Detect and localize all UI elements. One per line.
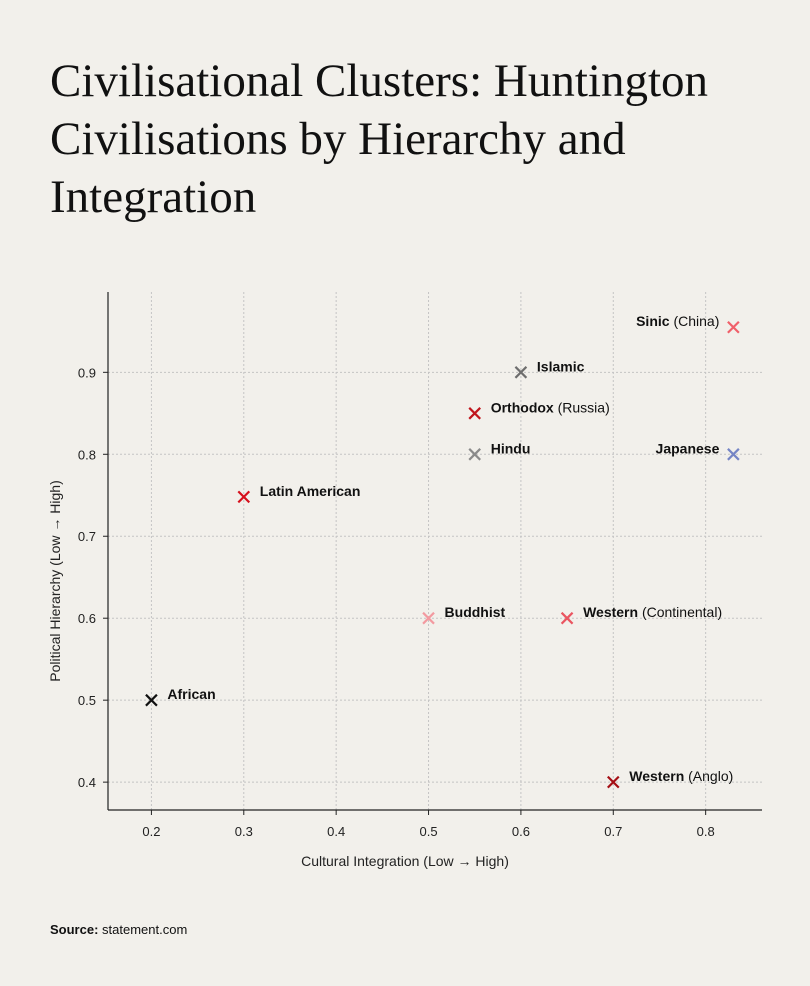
- x-marker: [560, 611, 574, 625]
- point-label: Islamic: [537, 358, 585, 374]
- x-tick-label: 0.7: [604, 824, 622, 839]
- data-point: Islamic: [514, 358, 585, 379]
- data-point: African: [145, 686, 216, 707]
- point-label-suffix: (Continental): [638, 604, 722, 620]
- x-tick-label: 0.5: [419, 824, 437, 839]
- x-marker: [237, 490, 251, 504]
- data-point: Western (Continental): [560, 604, 722, 625]
- point-label-suffix: (Anglo): [684, 768, 733, 784]
- x-tick-label: 0.3: [235, 824, 253, 839]
- chart-title: Civilisational Clusters: Huntington Civi…: [50, 55, 708, 223]
- x-marker: [145, 693, 158, 707]
- point-label: Latin American: [260, 483, 361, 499]
- x-marker: [422, 611, 435, 625]
- point-label-name: Japanese: [656, 440, 720, 456]
- y-tick-label: 0.4: [78, 775, 96, 790]
- point-label: Orthodox (Russia): [491, 399, 610, 415]
- x-tick-label: 0.2: [142, 824, 160, 839]
- data-point: Japanese: [656, 440, 740, 461]
- y-tick-label: 0.8: [78, 447, 96, 462]
- point-label-name: Sinic: [636, 313, 670, 329]
- x-tick-label: 0.8: [697, 824, 715, 839]
- point-label: Hindu: [491, 440, 531, 456]
- point-label-name: Western: [583, 604, 638, 620]
- point-label: Sinic (China): [636, 313, 719, 329]
- point-label: Japanese: [656, 440, 720, 456]
- point-label-name: Buddhist: [445, 604, 506, 620]
- source-label: Source:: [50, 922, 99, 937]
- point-label-name: Western: [629, 768, 684, 784]
- data-point: Hindu: [468, 440, 531, 461]
- source-value: statement.com: [102, 922, 188, 937]
- x-marker: [727, 448, 740, 461]
- point-label-name: African: [167, 686, 215, 702]
- x-marker: [468, 407, 481, 420]
- y-tick-label: 0.9: [78, 365, 96, 380]
- y-tick-label: 0.6: [78, 611, 96, 626]
- point-label: African: [167, 686, 215, 702]
- point-label-name: Orthodox: [491, 399, 554, 415]
- point-label-name: Hindu: [491, 440, 531, 456]
- point-label-suffix: (Russia): [554, 399, 610, 415]
- y-tick-label: 0.7: [78, 529, 96, 544]
- data-point: Sinic (China): [636, 313, 740, 334]
- point-label: Buddhist: [445, 604, 506, 620]
- data-point: Latin American: [237, 483, 361, 504]
- x-marker: [468, 448, 481, 461]
- data-point: Western (Anglo): [607, 768, 733, 789]
- point-label-name: Islamic: [537, 358, 585, 374]
- y-tick-label: 0.5: [78, 693, 96, 708]
- source-note: Source: statement.com: [50, 922, 187, 937]
- x-marker: [514, 366, 528, 379]
- point-label-name: Latin American: [260, 483, 361, 499]
- x-marker: [727, 320, 740, 334]
- y-axis-label: Political Hierarchy (Low → High): [47, 480, 63, 682]
- x-tick-label: 0.4: [327, 824, 345, 839]
- data-point: Orthodox (Russia): [468, 399, 610, 420]
- point-label: Western (Continental): [583, 604, 722, 620]
- x-tick-label: 0.6: [512, 824, 530, 839]
- point-label-suffix: (China): [670, 313, 720, 329]
- x-axis-label: Cultural Integration (Low → High): [301, 853, 509, 869]
- point-label: Western (Anglo): [629, 768, 733, 784]
- x-marker: [607, 775, 620, 789]
- data-point: Buddhist: [422, 604, 506, 625]
